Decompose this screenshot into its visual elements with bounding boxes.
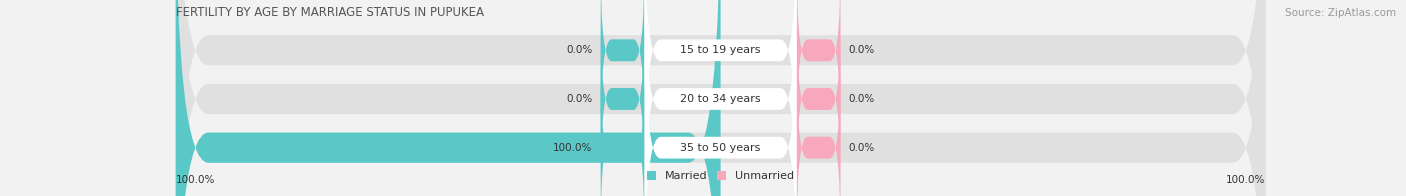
Text: 15 to 19 years: 15 to 19 years bbox=[681, 45, 761, 55]
FancyBboxPatch shape bbox=[797, 0, 841, 137]
Text: FERTILITY BY AGE BY MARRIAGE STATUS IN PUPUKEA: FERTILITY BY AGE BY MARRIAGE STATUS IN P… bbox=[176, 6, 484, 19]
Text: 100.0%: 100.0% bbox=[553, 143, 592, 153]
Text: Source: ZipAtlas.com: Source: ZipAtlas.com bbox=[1285, 8, 1396, 18]
Text: 35 to 50 years: 35 to 50 years bbox=[681, 143, 761, 153]
Text: 0.0%: 0.0% bbox=[849, 45, 875, 55]
FancyBboxPatch shape bbox=[797, 61, 841, 196]
FancyBboxPatch shape bbox=[176, 0, 1265, 196]
Text: 0.0%: 0.0% bbox=[849, 143, 875, 153]
FancyBboxPatch shape bbox=[600, 13, 644, 185]
FancyBboxPatch shape bbox=[600, 0, 644, 137]
FancyBboxPatch shape bbox=[176, 0, 1265, 196]
FancyBboxPatch shape bbox=[644, 0, 797, 196]
Text: 0.0%: 0.0% bbox=[849, 94, 875, 104]
FancyBboxPatch shape bbox=[797, 13, 841, 185]
FancyBboxPatch shape bbox=[176, 0, 1265, 196]
Legend: Married, Unmarried: Married, Unmarried bbox=[648, 171, 793, 181]
FancyBboxPatch shape bbox=[644, 13, 797, 196]
FancyBboxPatch shape bbox=[644, 0, 797, 185]
Text: 100.0%: 100.0% bbox=[176, 175, 215, 185]
Text: 20 to 34 years: 20 to 34 years bbox=[681, 94, 761, 104]
FancyBboxPatch shape bbox=[176, 0, 721, 196]
Text: 100.0%: 100.0% bbox=[1226, 175, 1265, 185]
FancyBboxPatch shape bbox=[600, 61, 644, 196]
Text: 0.0%: 0.0% bbox=[567, 94, 592, 104]
Text: 0.0%: 0.0% bbox=[567, 45, 592, 55]
